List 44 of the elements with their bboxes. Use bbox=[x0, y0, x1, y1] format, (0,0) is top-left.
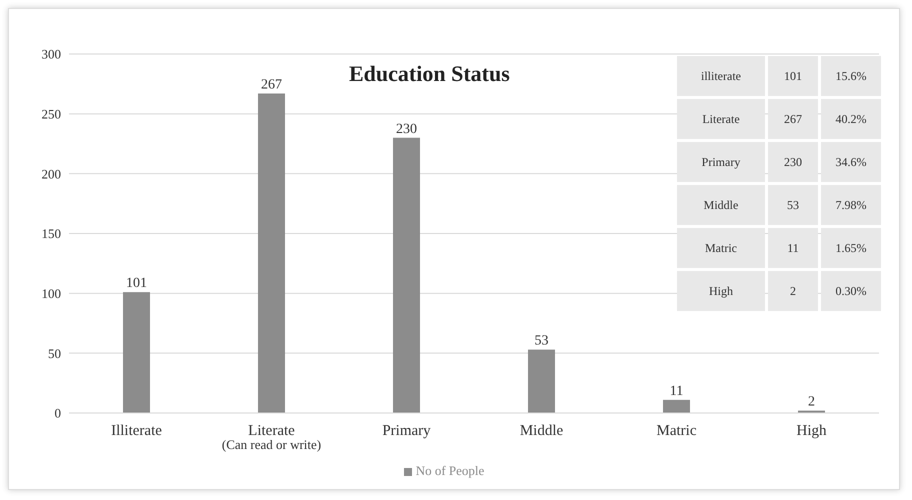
y-tick-label: 300 bbox=[42, 46, 61, 62]
annotation: 101 bbox=[768, 56, 818, 96]
bar bbox=[663, 400, 690, 413]
legend-label: No of People bbox=[416, 463, 484, 478]
bar bbox=[258, 93, 285, 413]
annotation: 53 bbox=[768, 185, 818, 225]
annotation: 230 bbox=[768, 142, 818, 182]
annotation: 15.6% bbox=[821, 56, 881, 96]
annotation: 40.2% bbox=[821, 99, 881, 139]
annotation: 11 bbox=[768, 228, 818, 268]
bar bbox=[528, 350, 555, 413]
x-tick-label: Middle bbox=[520, 423, 564, 439]
bar bbox=[393, 138, 420, 413]
annotation: 34.6% bbox=[821, 142, 881, 182]
data-label: 2 bbox=[808, 394, 815, 410]
x-tick-label: Primary bbox=[382, 423, 432, 439]
annotation: Primary bbox=[677, 142, 765, 182]
data-label: 230 bbox=[396, 122, 417, 137]
annotation: Literate bbox=[677, 99, 765, 139]
data-label: 11 bbox=[670, 384, 684, 399]
y-tick-label: 0 bbox=[54, 406, 61, 421]
y-tick-label: 150 bbox=[42, 226, 61, 242]
x-tick-label: Matric bbox=[656, 423, 697, 439]
y-tick-label: 200 bbox=[42, 166, 61, 182]
y-tick-label: 250 bbox=[42, 106, 61, 122]
annotation: Matric bbox=[677, 228, 765, 268]
x-tick-label: High bbox=[796, 423, 827, 439]
annotation: illiterate bbox=[677, 56, 765, 96]
annotation: 2 bbox=[768, 271, 818, 311]
annotation: 7.98% bbox=[821, 185, 881, 225]
y-tick-label: 50 bbox=[48, 346, 61, 361]
data-label: 267 bbox=[261, 77, 282, 92]
x-tick-label: Illiterate bbox=[111, 423, 162, 439]
data-label: 101 bbox=[126, 276, 147, 292]
data-label: 53 bbox=[534, 334, 548, 349]
chart-title: Education Status bbox=[349, 61, 510, 87]
annotation: 267 bbox=[768, 99, 818, 139]
bar bbox=[123, 292, 150, 413]
annotation: 0.30% bbox=[821, 271, 881, 311]
annotation: Middle bbox=[677, 185, 765, 225]
y-tick-label: 100 bbox=[42, 286, 61, 301]
annotation: High bbox=[677, 271, 765, 311]
annotation: 1.65% bbox=[821, 228, 881, 268]
x-tick-label: Literate (Can read or write) bbox=[222, 423, 322, 452]
